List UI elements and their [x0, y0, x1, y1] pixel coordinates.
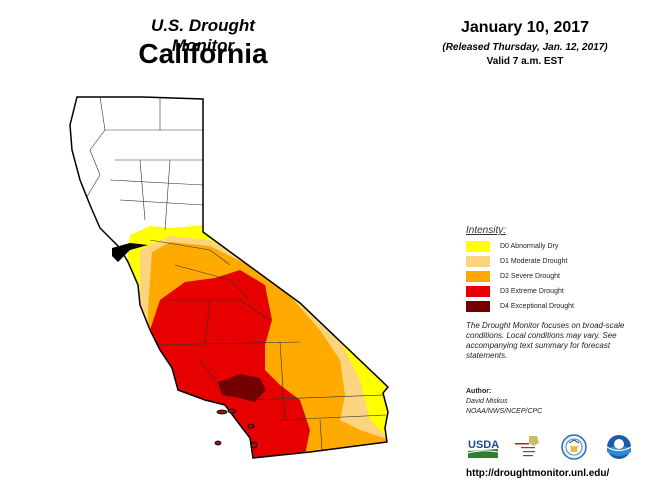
- legend-title: Intensity:: [466, 225, 507, 236]
- legend-item-d4: D4 Exceptional Drought: [466, 299, 636, 314]
- d3-swatch: [466, 286, 490, 297]
- legend-label: D4 Exceptional Drought: [500, 303, 574, 310]
- state-title: California: [138, 38, 268, 69]
- doc-seal-icon: [560, 434, 587, 460]
- usda-logo-icon: USDA: [467, 439, 499, 458]
- d4-swatch: [466, 301, 490, 312]
- agency-logos: USDA: [466, 434, 636, 460]
- d1-swatch: [466, 256, 490, 267]
- valid-time: Valid 7 a.m. EST: [486, 56, 564, 67]
- legend-item-d3: D3 Extreme Drought: [466, 284, 636, 299]
- legend-label: D1 Moderate Drought: [500, 258, 568, 265]
- ndmc-logo-icon: [515, 436, 540, 457]
- author-block: Author: David Miskus NOAA/NWS/NCEP/CPC: [466, 387, 636, 417]
- legend: Intensity: D0 Abnormally Dry D1 Moderate…: [466, 225, 636, 314]
- disclaimer-note: The Drought Monitor focuses on broad-sca…: [466, 321, 625, 360]
- legend-label: D3 Extreme Drought: [500, 288, 564, 295]
- legend-item-d2: D2 Severe Drought: [466, 269, 636, 284]
- map-date: January 10, 2017: [460, 19, 590, 36]
- svg-text:USDA: USDA: [468, 439, 499, 451]
- d2-swatch: [466, 271, 490, 282]
- channel-islands: [214, 408, 258, 449]
- legend-item-d1: D1 Moderate Drought: [466, 254, 636, 269]
- author-label: Author:: [466, 388, 492, 395]
- legend-label: D0 Abnormally Dry: [500, 243, 559, 250]
- monitor-title: U.S. Drought Monitor: [151, 16, 255, 55]
- author-name: David Miskus: [466, 398, 508, 405]
- d4-region: [218, 374, 266, 402]
- release-date: (Released Thursday, Jan. 12, 2017): [442, 42, 608, 53]
- legend-label: D2 Severe Drought: [500, 273, 560, 280]
- website-link[interactable]: http://droughtmonitor.unl.edu/: [466, 468, 610, 479]
- d0-swatch: [466, 241, 490, 252]
- legend-item-d0: D0 Abnormally Dry: [466, 239, 636, 254]
- sf-bay: [112, 243, 148, 262]
- noaa-logo-icon: [606, 435, 632, 459]
- author-org: NOAA/NWS/NCEP/CPC: [466, 408, 543, 415]
